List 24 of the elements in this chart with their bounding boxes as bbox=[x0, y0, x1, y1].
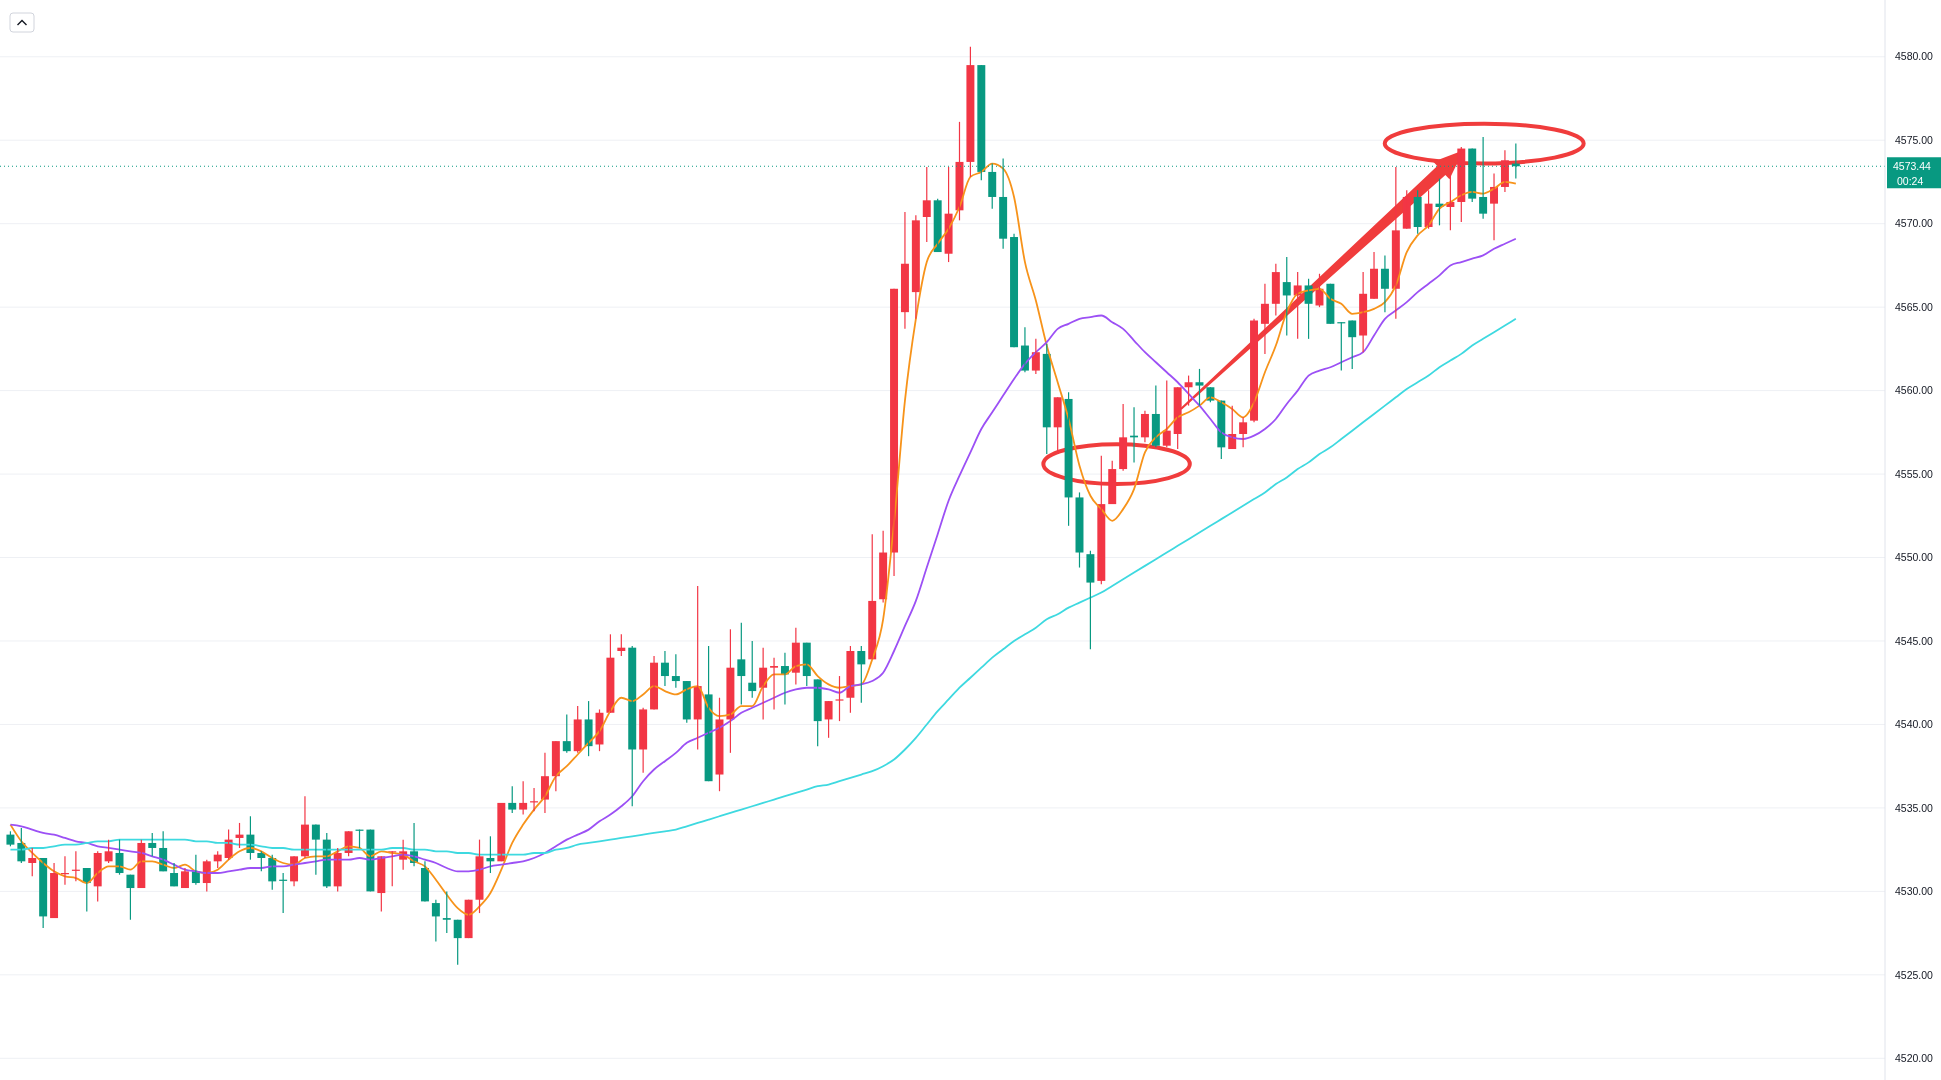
y-tick-label: 4580.00 bbox=[1895, 50, 1934, 63]
candlestick bbox=[497, 802, 506, 862]
candlestick bbox=[1086, 550, 1095, 650]
y-tick-label: 4545.00 bbox=[1895, 634, 1934, 647]
candlestick bbox=[770, 657, 779, 711]
candlestick bbox=[464, 899, 473, 939]
candlestick bbox=[366, 829, 375, 892]
text: 00:24 bbox=[1897, 174, 1924, 187]
y-tick-label: 4570.00 bbox=[1895, 217, 1934, 230]
ref-line-label: 4573.44 bbox=[1893, 159, 1932, 172]
candlestick bbox=[442, 890, 451, 934]
y-tick-label: 4565.00 bbox=[1895, 300, 1934, 313]
y-tick-label: 4530.00 bbox=[1895, 885, 1934, 898]
line-series bbox=[9, 162, 1517, 916]
y-tick-label: 4535.00 bbox=[1895, 801, 1934, 814]
y-tick-label: 4525.00 bbox=[1895, 968, 1934, 981]
y-tick-label: 4555.00 bbox=[1895, 467, 1934, 480]
y-tick-label: 4520.00 bbox=[1895, 1051, 1934, 1064]
y-tick-label: 4540.00 bbox=[1895, 718, 1934, 731]
candlestick bbox=[835, 675, 844, 722]
y-tick-label: 4575.00 bbox=[1895, 133, 1934, 146]
y-tick-label: 4560.00 bbox=[1895, 384, 1934, 397]
y-tick-label: 4550.00 bbox=[1895, 551, 1934, 564]
candlestick bbox=[508, 785, 517, 814]
